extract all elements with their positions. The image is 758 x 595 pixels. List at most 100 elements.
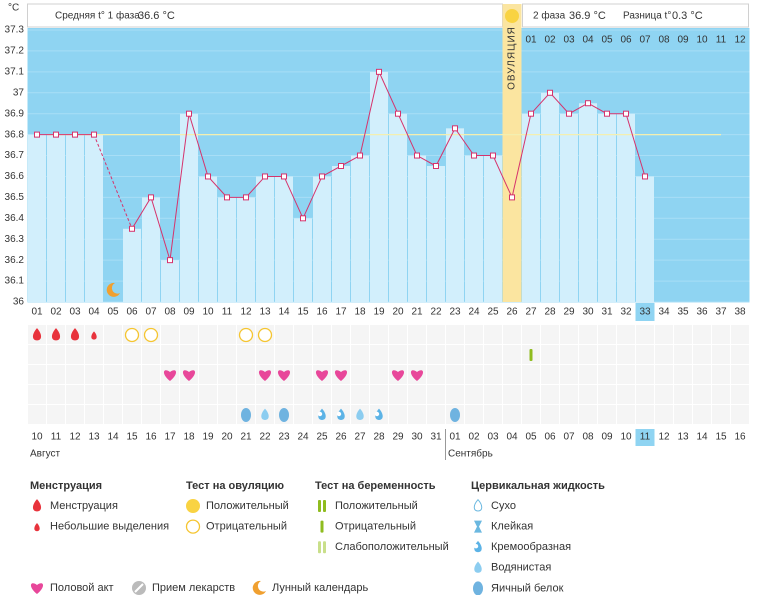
grid-cell bbox=[161, 345, 179, 364]
temp-bar bbox=[522, 113, 540, 302]
grid-cell bbox=[560, 345, 578, 364]
date: 15 bbox=[126, 432, 138, 443]
circle bbox=[124, 327, 140, 343]
grid-cell bbox=[503, 365, 521, 384]
temp-bar bbox=[427, 166, 445, 302]
cycle-day: 28 bbox=[544, 307, 556, 318]
grid-cell bbox=[313, 345, 331, 364]
legend-label: Положительный bbox=[206, 500, 289, 512]
grid-cell bbox=[427, 385, 445, 404]
icon-sex bbox=[30, 583, 44, 594]
grid-cell bbox=[275, 325, 293, 344]
temp-bar bbox=[66, 134, 84, 302]
grid-cell bbox=[712, 405, 730, 424]
grid-cell bbox=[427, 405, 445, 424]
icon-pregnancy-pos bbox=[318, 500, 326, 512]
grid-cell bbox=[104, 385, 122, 404]
grid-cell bbox=[541, 365, 559, 384]
temp-bar bbox=[332, 166, 350, 302]
date: 23 bbox=[278, 432, 290, 443]
grid-cell bbox=[560, 405, 578, 424]
icon-sex bbox=[277, 370, 291, 381]
temp-point bbox=[91, 131, 97, 138]
icon-pill bbox=[132, 581, 146, 595]
grid-cell bbox=[370, 365, 388, 384]
cycle-day: 08 bbox=[164, 307, 176, 318]
icon-sex bbox=[391, 370, 405, 381]
icon-menstruation-light bbox=[34, 523, 40, 532]
temp-bar bbox=[256, 176, 274, 302]
date: 08 bbox=[582, 432, 594, 443]
temp-bar bbox=[275, 176, 293, 302]
icon-cf-creamy bbox=[336, 408, 345, 420]
grid-cell bbox=[427, 345, 445, 364]
cycle-day: 15 bbox=[297, 307, 309, 318]
date: 18 bbox=[183, 432, 195, 443]
temp-point bbox=[509, 194, 515, 201]
bar bbox=[323, 500, 326, 512]
grid-cell bbox=[66, 385, 84, 404]
icon-cf-sticky bbox=[474, 520, 482, 533]
temp-point bbox=[205, 173, 211, 180]
temp-bar bbox=[180, 113, 198, 302]
grid-cell bbox=[693, 365, 711, 384]
diff-label: Разница t° bbox=[623, 11, 671, 22]
grid-cell bbox=[655, 325, 673, 344]
icon-sex bbox=[410, 370, 424, 381]
grid-cell bbox=[256, 385, 274, 404]
curl bbox=[336, 411, 342, 417]
phase2-day: 05 bbox=[601, 35, 613, 46]
grid-cell bbox=[636, 325, 654, 344]
grid-cell bbox=[465, 345, 483, 364]
temp-bar bbox=[541, 92, 559, 303]
grid-cell bbox=[560, 365, 578, 384]
icon-cf-watery bbox=[474, 561, 482, 573]
diff-value: 0.3 °C bbox=[672, 10, 703, 22]
temp-bar bbox=[351, 155, 369, 302]
grid-cell bbox=[275, 385, 293, 404]
cycle-day: 32 bbox=[620, 307, 632, 318]
grid-cell bbox=[484, 345, 502, 364]
date: 30 bbox=[411, 432, 423, 443]
y-tick-label: 37.1 bbox=[5, 66, 25, 77]
date: 21 bbox=[240, 432, 252, 443]
grid-cell bbox=[408, 405, 426, 424]
temp-bar bbox=[370, 71, 388, 302]
legend-title: Тест на беременность bbox=[315, 480, 436, 492]
legend-label: Слабоположительный bbox=[335, 541, 449, 553]
icon-sex bbox=[163, 370, 177, 381]
cycle-day: 23 bbox=[449, 307, 461, 318]
bar bbox=[318, 500, 321, 512]
y-tick-label: 36 bbox=[13, 297, 25, 308]
drop bbox=[32, 499, 42, 512]
date: 20 bbox=[221, 432, 233, 443]
icon-cf-watery bbox=[356, 408, 364, 420]
temp-bar bbox=[85, 134, 103, 302]
icon-cf-egg bbox=[450, 408, 460, 422]
cycle-day: 26 bbox=[506, 307, 518, 318]
date: 12 bbox=[69, 432, 81, 443]
temp-bar bbox=[123, 228, 141, 302]
temp-bar bbox=[28, 134, 46, 302]
cycle-day: 19 bbox=[373, 307, 385, 318]
cycle-day: 30 bbox=[582, 307, 594, 318]
heart bbox=[410, 370, 424, 381]
temp-bar bbox=[294, 218, 312, 302]
cycle-day: 11 bbox=[222, 307, 233, 318]
moon bbox=[106, 282, 120, 297]
phase2-day: 08 bbox=[658, 35, 670, 46]
drop bbox=[261, 408, 269, 420]
grid-cell bbox=[28, 345, 46, 364]
grid-cell bbox=[408, 325, 426, 344]
month: Сентябрь bbox=[448, 448, 493, 460]
grid-cell bbox=[351, 385, 369, 404]
grid-cell bbox=[579, 365, 597, 384]
grid-cell bbox=[617, 345, 635, 364]
bar bbox=[320, 520, 324, 533]
grid-cell bbox=[731, 365, 749, 384]
temp-point bbox=[34, 131, 40, 138]
grid-cell bbox=[142, 345, 160, 364]
cycle-day: 35 bbox=[677, 307, 689, 318]
drop bbox=[51, 328, 61, 341]
phase2-day: 07 bbox=[639, 35, 651, 46]
